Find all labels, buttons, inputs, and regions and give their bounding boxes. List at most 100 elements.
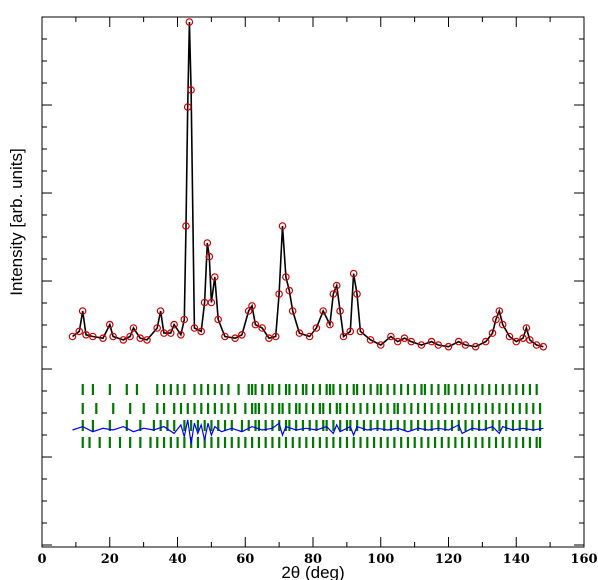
series-observed bbox=[68, 18, 548, 351]
reflection-tick bbox=[179, 403, 183, 414]
reflection-tick bbox=[372, 437, 376, 448]
reflection-tick bbox=[149, 437, 152, 448]
reflection-tick bbox=[183, 384, 186, 395]
reflection-tick bbox=[271, 437, 274, 448]
reflection-tick bbox=[420, 384, 423, 395]
reflection-tick bbox=[359, 403, 362, 414]
reflection-tick bbox=[142, 403, 145, 414]
reflection-tick bbox=[379, 384, 382, 395]
reflection-tick bbox=[284, 384, 288, 395]
reflection-tick bbox=[315, 420, 318, 431]
x-tick-label: 60 bbox=[236, 552, 254, 567]
observed-point bbox=[136, 334, 145, 343]
reflection-tick bbox=[518, 420, 521, 431]
reflection-tick bbox=[108, 384, 111, 395]
reflection-tick bbox=[356, 384, 359, 395]
reflection-tick bbox=[217, 437, 220, 448]
reflection-tick bbox=[295, 420, 298, 431]
reflection-tick bbox=[393, 403, 396, 414]
reflection-tick bbox=[477, 420, 481, 431]
observed-point bbox=[434, 341, 443, 349]
reflection-tick bbox=[254, 420, 257, 431]
reflection-tick bbox=[535, 437, 538, 448]
reflection-tick bbox=[423, 403, 426, 414]
reflection-tick bbox=[312, 403, 315, 414]
reflection-tick bbox=[396, 403, 399, 414]
reflection-tick bbox=[538, 420, 542, 431]
observed-point bbox=[109, 332, 117, 341]
observed-point bbox=[271, 332, 280, 341]
observed-point bbox=[454, 337, 463, 346]
reflection-tick bbox=[379, 437, 382, 448]
reflection-tick bbox=[223, 437, 227, 448]
reflection-tick bbox=[118, 437, 122, 448]
reflection-tick bbox=[81, 384, 84, 395]
observed-point bbox=[285, 286, 294, 295]
reflection-tick bbox=[393, 384, 396, 395]
reflection-tick bbox=[125, 384, 128, 395]
observed-point bbox=[251, 320, 260, 329]
reflection-tick bbox=[332, 384, 335, 395]
reflection-tick bbox=[393, 437, 396, 448]
observed-point bbox=[366, 336, 375, 344]
reflection-tick bbox=[461, 384, 464, 395]
reflection-tick bbox=[271, 403, 274, 414]
observed-point bbox=[177, 330, 185, 339]
observed-point bbox=[248, 302, 256, 310]
reflection-tick bbox=[230, 437, 233, 448]
reflection-tick bbox=[81, 403, 84, 414]
reflection-tick bbox=[203, 437, 206, 448]
reflection-tick bbox=[210, 420, 213, 431]
reflection-tick bbox=[481, 437, 484, 448]
reflection-tick bbox=[318, 403, 321, 414]
reflection-tick bbox=[494, 384, 498, 395]
reflection-tick bbox=[169, 437, 172, 448]
observed-point bbox=[166, 329, 175, 337]
reflection-tick bbox=[213, 384, 216, 395]
reflection-tick bbox=[193, 403, 196, 414]
reflection-tick bbox=[129, 437, 132, 448]
reflection-tick bbox=[206, 403, 210, 414]
reflection-tick bbox=[444, 384, 447, 395]
reflection-tick bbox=[369, 384, 372, 395]
reflection-tick bbox=[437, 384, 440, 395]
reflection-tick bbox=[254, 403, 257, 414]
reflection-tick bbox=[488, 384, 491, 395]
reflection-tick bbox=[125, 420, 128, 431]
reflection-tick bbox=[196, 437, 200, 448]
observed-point bbox=[539, 342, 548, 351]
reflection-tick bbox=[305, 384, 308, 395]
observed-point bbox=[183, 103, 192, 111]
x-tick-label: 140 bbox=[503, 552, 530, 567]
reflection-tick bbox=[535, 384, 538, 395]
reflection-tick bbox=[417, 403, 420, 414]
observed-point bbox=[400, 334, 409, 343]
x-tick-label: 20 bbox=[101, 552, 119, 567]
reflection-tick bbox=[81, 420, 84, 431]
reflection-tick bbox=[386, 403, 389, 414]
reflection-tick bbox=[332, 420, 335, 431]
reflection-tick bbox=[108, 437, 111, 448]
reflection-tick bbox=[244, 437, 247, 448]
reflection-tick bbox=[183, 437, 186, 448]
reflection-tick bbox=[447, 384, 450, 395]
reflection-tick bbox=[251, 384, 254, 395]
observed-point bbox=[231, 334, 239, 343]
reflection-tick bbox=[369, 420, 372, 431]
reflection-tick bbox=[457, 403, 460, 414]
observed-point bbox=[190, 324, 199, 332]
reflection-tick bbox=[91, 420, 95, 431]
reflection-tick bbox=[186, 403, 189, 414]
x-axis-title: 2θ (deg) bbox=[281, 563, 344, 580]
reflection-tick bbox=[525, 403, 528, 414]
reflection-tick bbox=[264, 403, 267, 414]
reflection-tick bbox=[271, 420, 274, 431]
observed-point bbox=[214, 315, 222, 324]
reflection-tick bbox=[288, 420, 291, 431]
reflection-tick bbox=[376, 420, 379, 431]
observed-point bbox=[498, 320, 507, 329]
reflection-tick bbox=[406, 384, 410, 395]
reflection-tick bbox=[413, 384, 416, 395]
reflection-tick bbox=[227, 384, 230, 395]
observed-point bbox=[481, 337, 490, 346]
